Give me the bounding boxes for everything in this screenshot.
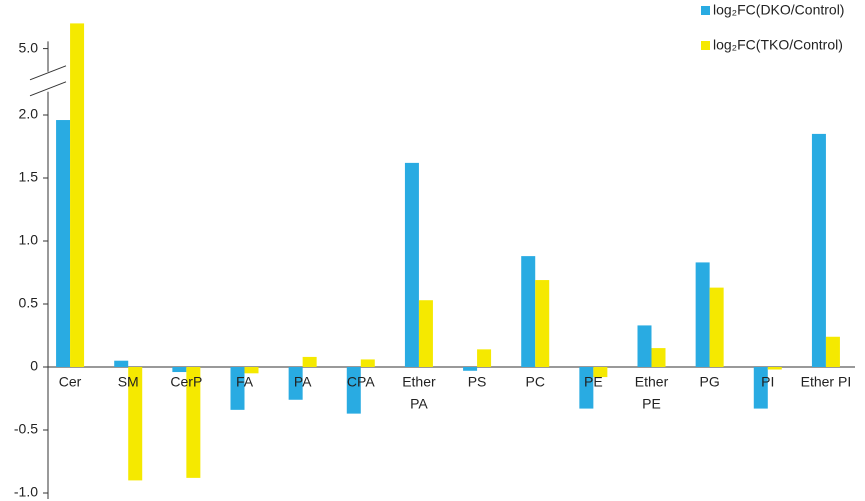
legend-swatch (701, 41, 710, 50)
bar (637, 325, 652, 367)
x-tick-label: PA (410, 396, 428, 412)
bar (593, 367, 608, 378)
x-tick-label: Ether (402, 374, 436, 390)
x-tick-label: PS (468, 374, 487, 390)
bar (128, 367, 143, 481)
x-tick-label: CPA (347, 374, 375, 390)
x-tick-label: Cer (59, 374, 82, 390)
bar (767, 367, 782, 370)
x-tick-label: PG (700, 374, 720, 390)
bar (709, 287, 724, 367)
bar (463, 367, 478, 371)
y-tick-label: 5.0 (19, 39, 39, 55)
bar (404, 162, 419, 367)
y-tick-label: -1.0 (14, 484, 38, 500)
bar (521, 256, 536, 367)
y-tick-label: 0 (30, 358, 38, 374)
y-tick-label: 0.5 (19, 295, 39, 311)
x-tick-label: SM (118, 374, 139, 390)
bar (535, 280, 550, 367)
bar (346, 367, 361, 414)
bar (70, 23, 85, 368)
bar (230, 367, 245, 410)
x-tick-label: PI (761, 374, 774, 390)
bar (477, 349, 492, 367)
y-tick-label: -0.5 (14, 421, 38, 437)
bar (695, 262, 710, 367)
x-tick-label: PE (642, 396, 661, 412)
x-tick-label: Ether PI (801, 374, 852, 390)
y-tick-label: 2.0 (19, 106, 39, 122)
bar (418, 300, 433, 367)
x-tick-label: CerP (170, 374, 202, 390)
bar (579, 367, 594, 409)
bar (114, 360, 129, 367)
bar (651, 348, 666, 367)
axis-break (29, 65, 67, 81)
x-tick-label: PC (525, 374, 544, 390)
y-tick-label: 1.0 (19, 232, 39, 248)
y-tick-label: 1.5 (19, 169, 39, 185)
legend-label: log₂FC(DKO/Control) (713, 2, 844, 18)
x-tick-label: Ether (635, 374, 669, 390)
bar (360, 359, 375, 367)
axis-break (29, 81, 67, 97)
bar (288, 367, 303, 400)
bar (56, 120, 71, 367)
bar (186, 367, 201, 478)
bar (244, 367, 259, 374)
legend-label: log₂FC(TKO/Control) (713, 37, 843, 53)
x-tick-label: PE (584, 374, 603, 390)
bar (811, 133, 826, 367)
bar (302, 356, 317, 367)
bar (753, 367, 768, 409)
x-tick-label: PA (294, 374, 312, 390)
bar (825, 336, 840, 367)
legend-swatch (701, 6, 710, 15)
x-tick-label: FA (236, 374, 254, 390)
bar (172, 367, 187, 373)
